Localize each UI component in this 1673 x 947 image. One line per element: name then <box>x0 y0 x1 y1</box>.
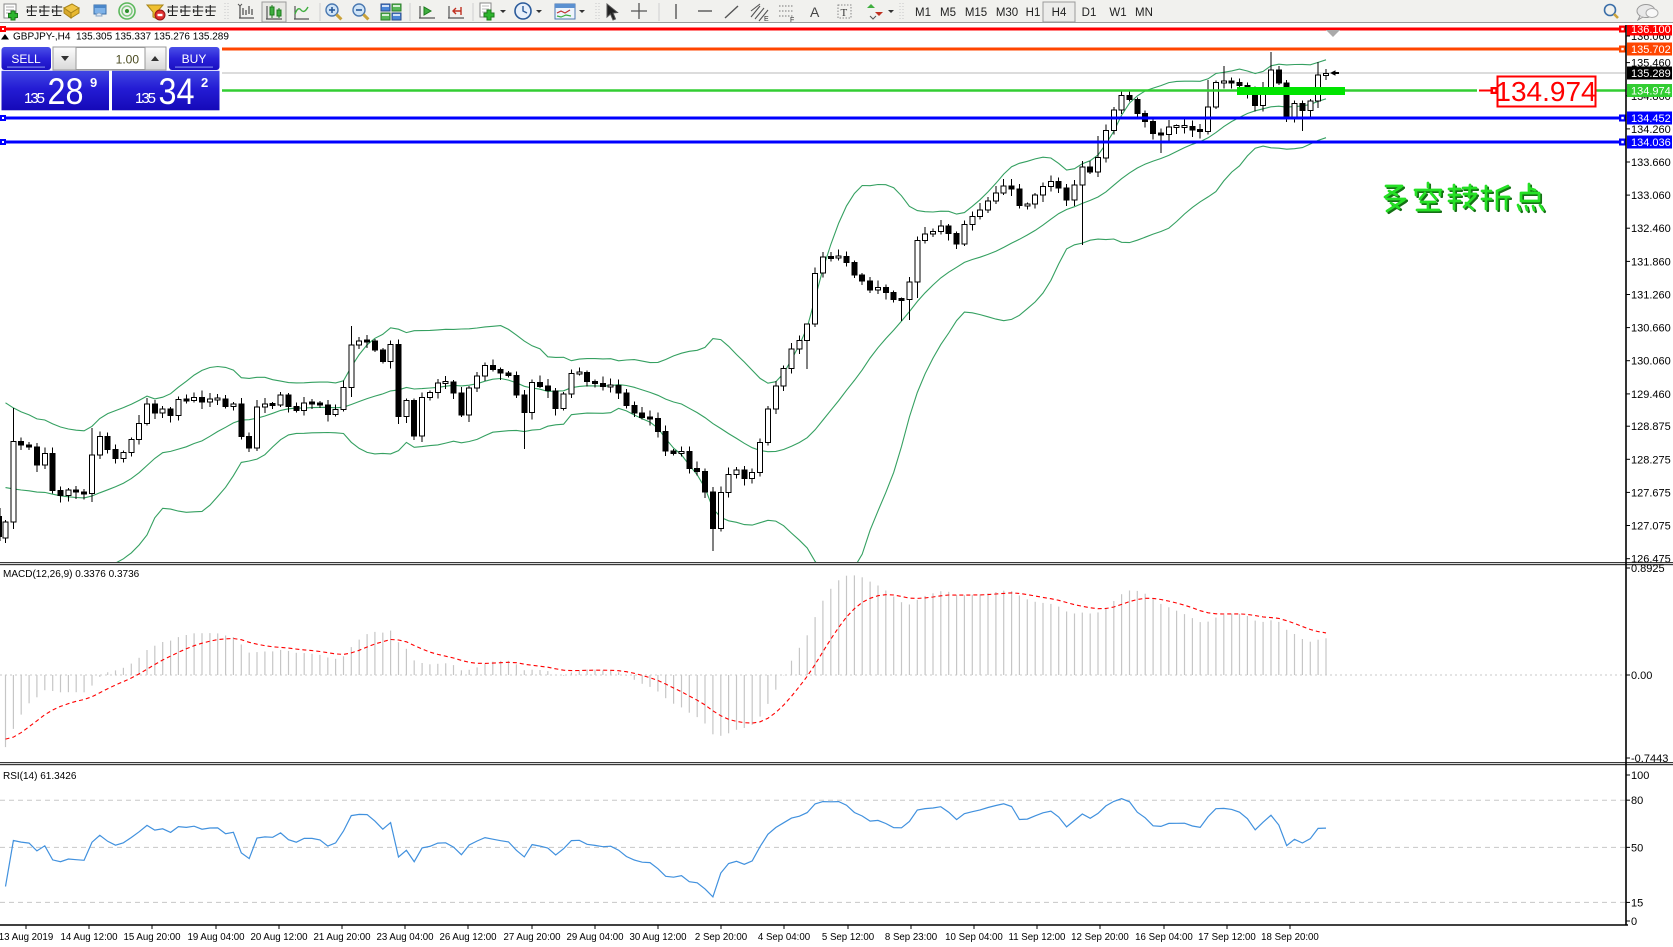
svg-text:127.075: 127.075 <box>1631 521 1671 533</box>
svg-text:135.702: 135.702 <box>1631 44 1671 56</box>
svg-text:10 Sep 04:00: 10 Sep 04:00 <box>945 932 1003 943</box>
svg-text:RSI(14) 61.3426: RSI(14) 61.3426 <box>3 771 77 782</box>
svg-text:80: 80 <box>1631 795 1643 807</box>
svg-text:128.275: 128.275 <box>1631 454 1671 466</box>
svg-text:W1: W1 <box>1109 7 1126 19</box>
svg-text:8 Sep 23:00: 8 Sep 23:00 <box>885 932 938 943</box>
svg-text:23 Aug 04:00: 23 Aug 04:00 <box>376 932 434 943</box>
svg-text:135: 135 <box>24 90 45 107</box>
svg-text:132.460: 132.460 <box>1631 223 1671 235</box>
svg-text:134.260: 134.260 <box>1631 124 1671 136</box>
svg-text:E: E <box>764 16 769 23</box>
svg-text:GBPJPY-,H4 135.305 135.337 13: GBPJPY-,H4 135.305 135.337 135.276 135.2… <box>13 32 229 43</box>
svg-text:130.660: 130.660 <box>1631 323 1671 335</box>
svg-text:20 Aug 12:00: 20 Aug 12:00 <box>250 932 308 943</box>
svg-text:133.660: 133.660 <box>1631 157 1671 169</box>
svg-text:30 Aug 12:00: 30 Aug 12:00 <box>629 932 687 943</box>
svg-text:27 Aug 20:00: 27 Aug 20:00 <box>503 932 561 943</box>
svg-text:34: 34 <box>159 71 195 112</box>
svg-text:14 Aug 12:00: 14 Aug 12:00 <box>60 932 118 943</box>
svg-text:2 Sep 20:00: 2 Sep 20:00 <box>695 932 748 943</box>
svg-text:0.8925: 0.8925 <box>1631 563 1665 575</box>
svg-text:0.00: 0.00 <box>1631 670 1652 682</box>
svg-text:9: 9 <box>90 75 97 90</box>
svg-text:15: 15 <box>1631 897 1643 909</box>
svg-text:134.974: 134.974 <box>1631 86 1671 98</box>
svg-text:T: T <box>841 7 848 19</box>
svg-text:MACD(12,26,9) 0.3376 0.3736: MACD(12,26,9) 0.3376 0.3736 <box>3 569 140 580</box>
svg-text:MN: MN <box>1135 7 1153 19</box>
svg-text:136.100: 136.100 <box>1631 24 1671 36</box>
svg-text:126.475: 126.475 <box>1631 554 1671 566</box>
svg-text:28: 28 <box>48 71 84 112</box>
svg-text:26 Aug 12:00: 26 Aug 12:00 <box>439 932 497 943</box>
svg-text:133.060: 133.060 <box>1631 190 1671 202</box>
svg-text:134.452: 134.452 <box>1631 113 1671 125</box>
svg-text:100: 100 <box>1631 770 1649 782</box>
svg-text:128.875: 128.875 <box>1631 421 1671 433</box>
svg-text:12 Sep 20:00: 12 Sep 20:00 <box>1071 932 1129 943</box>
svg-text:0: 0 <box>1631 916 1637 928</box>
svg-text:18 Sep 20:00: 18 Sep 20:00 <box>1261 932 1319 943</box>
svg-text:5 Sep 12:00: 5 Sep 12:00 <box>822 932 875 943</box>
svg-text:15 Aug 20:00: 15 Aug 20:00 <box>123 932 181 943</box>
svg-text:11 Sep 12:00: 11 Sep 12:00 <box>1009 932 1067 943</box>
svg-text:21 Aug 20:00: 21 Aug 20:00 <box>313 932 371 943</box>
svg-text:135.289: 135.289 <box>1631 68 1671 80</box>
svg-text:13 Aug 2019: 13 Aug 2019 <box>0 932 53 943</box>
svg-text:H4: H4 <box>1052 7 1067 19</box>
svg-text:M1: M1 <box>915 7 931 19</box>
svg-text:19 Aug 04:00: 19 Aug 04:00 <box>187 932 245 943</box>
svg-text:131.260: 131.260 <box>1631 290 1671 302</box>
svg-text:F: F <box>790 17 794 24</box>
svg-text:A: A <box>810 4 820 20</box>
svg-text:17 Sep 12:00: 17 Sep 12:00 <box>1198 932 1256 943</box>
svg-text:M15: M15 <box>965 7 987 19</box>
svg-text:134.974: 134.974 <box>1495 76 1596 107</box>
svg-text:BUY: BUY <box>182 52 207 66</box>
svg-text:-0.7443: -0.7443 <box>1631 753 1668 765</box>
svg-text:130.060: 130.060 <box>1631 356 1671 368</box>
svg-text:M30: M30 <box>996 7 1018 19</box>
svg-text:135: 135 <box>135 90 156 107</box>
svg-text:1.00: 1.00 <box>116 53 140 67</box>
svg-text:H1: H1 <box>1026 7 1041 19</box>
svg-text:2: 2 <box>201 75 208 90</box>
svg-text:SELL: SELL <box>11 52 41 66</box>
svg-text:127.675: 127.675 <box>1631 487 1671 499</box>
svg-text:4 Sep 04:00: 4 Sep 04:00 <box>758 932 811 943</box>
svg-text:50: 50 <box>1631 842 1643 854</box>
svg-text:129.460: 129.460 <box>1631 389 1671 401</box>
svg-text:131.860: 131.860 <box>1631 256 1671 268</box>
svg-text:M5: M5 <box>940 7 956 19</box>
svg-text:D1: D1 <box>1082 7 1097 19</box>
svg-text:16 Sep 04:00: 16 Sep 04:00 <box>1135 932 1193 943</box>
svg-text:29 Aug 04:00: 29 Aug 04:00 <box>566 932 624 943</box>
svg-text:134.036: 134.036 <box>1631 137 1671 149</box>
